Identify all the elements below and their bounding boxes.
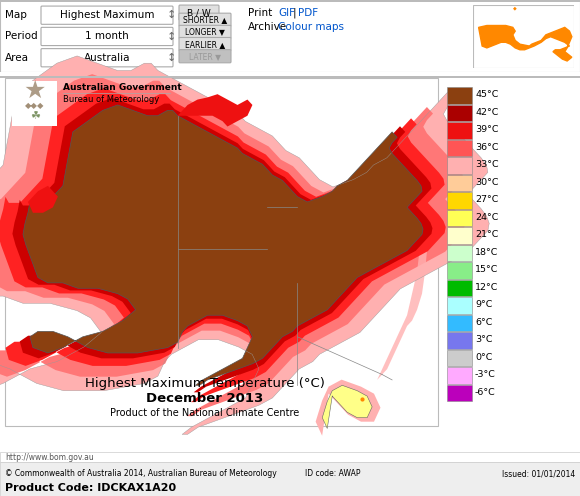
Text: Highest Maximum: Highest Maximum xyxy=(60,10,154,20)
Text: -3°C: -3°C xyxy=(475,370,496,379)
Polygon shape xyxy=(23,105,423,385)
Polygon shape xyxy=(322,385,372,429)
Bar xyxy=(447,175,472,191)
Polygon shape xyxy=(478,25,572,61)
Bar xyxy=(447,384,472,401)
Text: Colour maps: Colour maps xyxy=(278,22,344,32)
Text: 42°C: 42°C xyxy=(475,108,498,117)
Text: SHORTER ▲: SHORTER ▲ xyxy=(183,15,227,24)
Bar xyxy=(447,314,472,331)
Text: Highest Maximum Temperature (°C): Highest Maximum Temperature (°C) xyxy=(85,377,325,390)
Text: Product of the National Climate Centre: Product of the National Climate Centre xyxy=(110,408,300,418)
Bar xyxy=(447,367,472,383)
Text: Archive: Archive xyxy=(248,22,287,32)
Bar xyxy=(447,122,472,138)
Text: -6°C: -6°C xyxy=(475,388,496,397)
Text: 24°C: 24°C xyxy=(475,213,498,222)
Text: Bureau of Meteorology: Bureau of Meteorology xyxy=(63,96,160,105)
Text: Map: Map xyxy=(5,10,27,20)
Polygon shape xyxy=(0,56,489,434)
Text: 6°C: 6°C xyxy=(475,318,492,327)
Polygon shape xyxy=(0,74,465,416)
Bar xyxy=(447,209,472,226)
Bar xyxy=(447,192,472,208)
Bar xyxy=(0,76,580,78)
Bar xyxy=(0,462,580,496)
Text: ☘: ☘ xyxy=(30,111,40,121)
FancyBboxPatch shape xyxy=(41,49,173,67)
Text: Product Code: IDCKAX1A20: Product Code: IDCKAX1A20 xyxy=(5,483,176,493)
Text: 45°C: 45°C xyxy=(475,90,498,99)
Bar xyxy=(447,350,472,366)
Bar xyxy=(0,452,580,462)
Text: 21°C: 21°C xyxy=(475,230,498,239)
Polygon shape xyxy=(377,229,427,380)
Text: Issued: 01/01/2014: Issued: 01/01/2014 xyxy=(502,470,575,479)
FancyBboxPatch shape xyxy=(41,6,173,24)
FancyBboxPatch shape xyxy=(179,5,219,20)
FancyBboxPatch shape xyxy=(179,25,231,39)
Text: 3°C: 3°C xyxy=(475,335,492,344)
Text: ◆◆◆: ◆◆◆ xyxy=(26,102,45,111)
Bar xyxy=(447,227,472,244)
Text: ↕: ↕ xyxy=(167,31,176,42)
Text: 15°C: 15°C xyxy=(475,265,498,274)
Text: 12°C: 12°C xyxy=(475,283,498,292)
Text: Print: Print xyxy=(248,8,272,18)
Bar xyxy=(447,245,472,261)
Text: 39°C: 39°C xyxy=(475,125,498,134)
Text: EARLIER ▲: EARLIER ▲ xyxy=(185,40,225,49)
Bar xyxy=(447,332,472,349)
Bar xyxy=(5,78,438,426)
Text: ID code: AWAP: ID code: AWAP xyxy=(305,470,361,479)
Polygon shape xyxy=(316,379,380,435)
Text: 30°C: 30°C xyxy=(475,178,498,187)
FancyBboxPatch shape xyxy=(179,50,231,63)
Text: Australian Government: Australian Government xyxy=(63,83,182,92)
Text: http://www.bom.gov.au: http://www.bom.gov.au xyxy=(5,452,94,461)
Polygon shape xyxy=(12,98,433,392)
Text: 0°C: 0°C xyxy=(475,353,492,362)
Bar xyxy=(447,87,472,104)
Text: December 2013: December 2013 xyxy=(146,391,264,405)
Text: 33°C: 33°C xyxy=(475,160,499,169)
Text: 1 month: 1 month xyxy=(85,31,129,42)
Polygon shape xyxy=(177,94,252,126)
Bar xyxy=(0,0,580,2)
Text: 27°C: 27°C xyxy=(475,195,498,204)
Bar xyxy=(447,262,472,278)
Text: ↕: ↕ xyxy=(167,10,176,20)
Text: 18°C: 18°C xyxy=(475,248,498,257)
Text: LONGER ▼: LONGER ▼ xyxy=(185,27,225,36)
Text: PDF: PDF xyxy=(298,8,318,18)
FancyBboxPatch shape xyxy=(41,27,173,46)
Text: ◆: ◆ xyxy=(513,5,517,10)
Text: © Commonwealth of Australia 2014, Australian Bureau of Meteorology: © Commonwealth of Australia 2014, Austra… xyxy=(5,470,277,479)
Bar xyxy=(12,81,57,126)
Text: |: | xyxy=(293,8,296,18)
Text: 9°C: 9°C xyxy=(475,300,492,309)
Bar xyxy=(447,139,472,156)
Text: ↕: ↕ xyxy=(167,53,176,62)
Bar xyxy=(447,105,472,121)
Text: ★: ★ xyxy=(24,79,46,103)
Bar xyxy=(447,297,472,313)
Polygon shape xyxy=(0,88,445,402)
Text: Period: Period xyxy=(5,31,38,42)
Text: LATER ▼: LATER ▼ xyxy=(189,52,221,61)
Bar xyxy=(447,280,472,296)
FancyBboxPatch shape xyxy=(179,13,231,26)
FancyBboxPatch shape xyxy=(179,38,231,51)
Text: Australia: Australia xyxy=(84,53,130,62)
Polygon shape xyxy=(28,186,58,213)
Text: 36°C: 36°C xyxy=(475,143,498,152)
Bar xyxy=(447,157,472,174)
Text: Area: Area xyxy=(5,53,29,62)
Text: B / W: B / W xyxy=(187,8,211,17)
Text: GIF: GIF xyxy=(278,8,295,18)
